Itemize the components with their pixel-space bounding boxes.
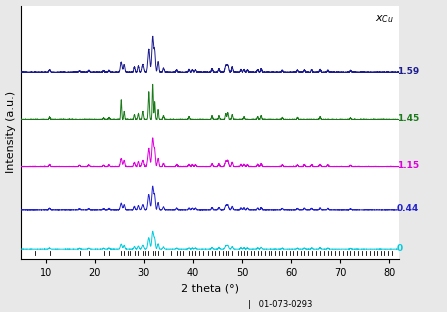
Text: 1.59: 1.59 [396, 67, 419, 76]
Text: $x_{Cu}$: $x_{Cu}$ [375, 13, 393, 25]
Text: 0: 0 [396, 243, 403, 252]
X-axis label: 2 theta (°): 2 theta (°) [181, 284, 239, 294]
Text: 1.45: 1.45 [396, 114, 419, 123]
Text: 0.44: 0.44 [396, 204, 419, 213]
Y-axis label: Intensity (a.u.): Intensity (a.u.) [5, 91, 16, 173]
Text: 1.15: 1.15 [396, 161, 419, 170]
Text: |   01-073-0293: | 01-073-0293 [248, 300, 312, 309]
